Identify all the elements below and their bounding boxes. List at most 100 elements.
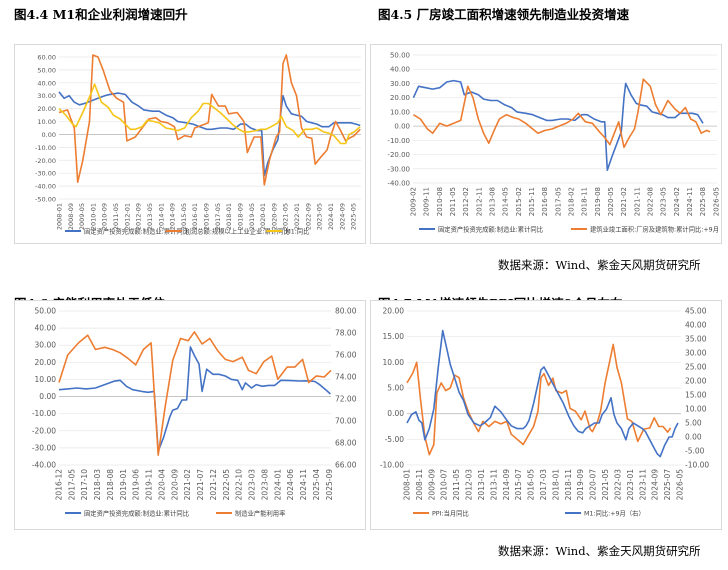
x-tick-label: 2021-02 [620,187,628,216]
y2-tick-label: 70.00 [335,417,357,426]
fig44-title: 图4.4 M1和企业利润增速回升 [14,7,188,22]
x-tick-label: 2022-03 [613,469,622,501]
y2-tick-label: 30.00 [685,349,707,358]
x-tick-label: 2010-08 [436,187,444,216]
x-tick-label: 2012-03 [465,469,474,501]
x-tick-label: 2025-04 [312,469,321,501]
y-tick-label: 5.00 [387,384,404,393]
y-tick-label: 0.00 [387,409,404,418]
y-tick-label: -10.00 [32,409,56,418]
y2-tick-label: 15.00 [685,391,707,400]
x-tick-label: 2020-09 [270,203,278,230]
y-tick-label: 50.00 [390,52,410,60]
y-tick-label: 20.00 [390,94,410,102]
y2-tick-label: -5.00 [685,447,705,456]
x-tick-label: 2013-11 [489,469,498,501]
x-tick-label: 2017-03 [539,469,548,501]
series-line-2 [58,54,361,186]
y-tick-label: -20.00 [32,426,56,435]
y-tick-label: 0.00 [42,131,56,139]
y-tick-label: 40.00 [390,66,410,74]
x-tick-label: 2022-01 [293,203,301,230]
x-tick-label: 2014-09 [502,469,511,501]
x-tick-label: 2023-11 [638,469,647,501]
x-tick-label: 2009-02 [410,187,418,216]
x-tick-label: 2025-09 [325,469,334,501]
x-tick-label: 2019-09 [576,469,585,501]
x-tick-label: 2024-11 [299,469,308,501]
y2-tick-label: 40.00 [685,321,707,330]
x-tick-label: 2012-09 [135,203,143,230]
y-tick-label: 30.00 [37,92,56,100]
x-tick-label: 2021-02 [183,469,192,501]
x-tick-label: 2021-11 [633,187,641,216]
y2-tick-label: 0.00 [685,433,702,442]
x-tick-label: 2018-11 [564,469,573,501]
x-tick-label: 2018-01 [225,203,233,230]
y-tick-label: -10.00 [387,137,410,145]
x-tick-label: 2019-11 [145,469,154,501]
y2-tick-label: 66.00 [335,461,357,470]
fig46-chart: 50.00 40.00 30.00 20.00 10.00 0.00 -10.00 -20.0… [32,307,357,518]
x-tick-label: 2015-05 [180,203,188,230]
x-tick-label: 2024-01 [273,469,282,501]
x-tick-label: 2018-09 [236,203,244,230]
y-tick-label: 20.00 [35,358,57,367]
x-tick-label: 2020-07 [589,469,598,501]
x-tick-label: 2017-10 [80,469,89,501]
x-tick-label: 2018-02 [568,187,576,216]
x-tick-label: 2024-06 [286,469,295,501]
x-tick-label: 2010-07 [440,469,449,501]
y-tick-label: -20.00 [35,157,56,165]
fig45-title: 图4.5 厂房竣工面积增速领先制造业投资增速 [378,7,630,22]
series-line-1 [58,346,331,453]
y-tick-label: 10.00 [37,118,56,126]
x-tick-label: 2018-03 [93,469,102,501]
y-tick-label: 20.00 [383,307,405,316]
y-tick-label: 0.00 [39,392,56,401]
x-tick-label: 2012-01 [123,203,131,230]
series-line-1 [406,343,672,456]
x-tick-label: 2011-05 [452,469,461,501]
y2-tick-label: 20.00 [685,377,707,386]
x-tick-label: 2024-02 [673,187,681,216]
x-tick-label: 2024-09 [338,203,346,230]
x-tick-label: 2017-05 [214,203,222,230]
x-tick-label: 2008-11 [415,469,424,501]
fig47-chart: 20.00 15.00 10.00 5.00 0.00 -5.00 -10.00 45.00 4… [380,307,710,518]
y-tick-label: -10.00 [380,461,404,470]
x-tick-label: 2022-05 [222,469,231,501]
x-tick-label: 2015-11 [528,187,536,216]
fig45-chart: 50.00 40.00 30.00 20.00 10.00 0.00 -10.00 -20.0… [387,52,720,234]
x-tick-label: 2026-05 [676,469,685,501]
y-tick-label: -40.00 [35,183,56,191]
x-tick-label: 2023-05 [660,187,668,216]
x-tick-label: 2022-09 [304,203,312,230]
x-tick-label: 2026-05 [712,187,720,216]
legend-label: 建筑业竣工面积:厂房及建筑物:累计同比:+9月 [590,225,719,234]
series-line-1 [58,91,361,177]
x-tick-label: 2022-10 [235,469,244,501]
x-tick-label: 2013-01 [477,469,486,501]
y-tick-label: 40.00 [35,324,57,333]
y-tick-label: -10.00 [35,144,56,152]
x-tick-label: 2016-09 [203,203,211,230]
y2-tick-label: 80.00 [335,307,357,316]
y2-tick-label: 5.00 [685,419,702,428]
x-tick-label: 2025-05 [350,203,358,230]
y-tick-label: -50.00 [35,196,56,204]
legend-label: M1:同比 [285,227,309,236]
y-tick-label: 50.00 [37,66,56,74]
y-tick-label: -30.00 [32,443,56,452]
x-tick-label: 2021-12 [209,469,218,501]
x-tick-label: 2010-01 [89,203,97,230]
series-line-3 [58,83,361,145]
series-line-2 [412,78,711,149]
source-note-top: 数据来源：Wind、紫金天风期货研究所 [498,258,701,272]
y2-tick-label: -10.00 [685,461,709,470]
x-tick-label: 2018-01 [551,469,560,501]
x-tick-label: 2020-01 [259,203,267,230]
x-tick-label: 2012-11 [475,187,483,216]
x-tick-label: 2014-01 [157,203,165,230]
x-tick-label: 2009-09 [427,469,436,501]
